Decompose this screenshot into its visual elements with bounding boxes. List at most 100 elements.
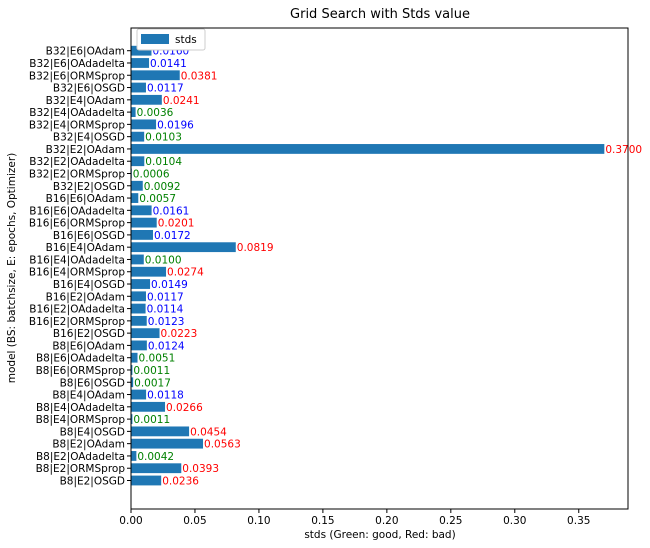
bar — [131, 291, 146, 302]
bar — [131, 303, 146, 314]
y-tick-label: B16|E4|OAdam — [46, 242, 125, 254]
plot-area: 0.01600.01410.03810.01170.02410.00360.01… — [131, 46, 642, 488]
data-label: 0.0057 — [139, 193, 176, 205]
y-tick-label: B16|E6|OAdadelta — [29, 205, 125, 217]
x-tick-label: 0.10 — [247, 515, 270, 527]
y-tick-label: B8|E4|ORMSprop — [36, 414, 126, 426]
legend-label: stds — [175, 34, 197, 46]
data-label: 0.0236 — [162, 476, 199, 488]
bar — [131, 340, 147, 351]
data-label: 0.0100 — [145, 254, 182, 266]
x-tick-label: 0.20 — [375, 515, 398, 527]
x-axis: 0.00 0.05 0.10 0.15 0.20 0.25 0.30 0.35 — [119, 509, 590, 527]
bar — [131, 45, 152, 56]
y-tick-label: B16|E6|OAdam — [46, 193, 125, 205]
data-label: 0.0274 — [167, 267, 204, 279]
y-tick-label: B8|E4|OSGD — [60, 426, 125, 438]
data-label: 0.0196 — [157, 119, 194, 131]
bar — [131, 451, 137, 461]
bar — [131, 389, 147, 400]
data-label: 0.0011 — [133, 414, 170, 426]
x-tick-label: 0.30 — [503, 515, 526, 527]
data-label: 0.0149 — [151, 279, 188, 291]
y-tick-label: B16|E6|OSGD — [53, 230, 125, 242]
data-label: 0.0117 — [147, 291, 184, 303]
bar — [131, 230, 153, 240]
bar — [131, 377, 134, 388]
data-label: 0.0201 — [158, 218, 195, 230]
y-tick-label: B16|E4|ORMSprop — [29, 267, 125, 279]
y-tick-label: B32|E4|OAdadelta — [29, 107, 125, 119]
data-label: 0.0042 — [137, 451, 174, 463]
y-tick-label: B32|E6|OSGD — [53, 83, 125, 95]
bar — [131, 475, 162, 486]
data-label: 0.0819 — [237, 242, 274, 254]
data-label: 0.0241 — [163, 95, 200, 107]
y-tick-label: B16|E2|ORMSprop — [29, 316, 125, 328]
y-tick-label: B32|E4|OSGD — [53, 132, 125, 144]
bar — [131, 107, 136, 117]
y-tick-label: B32|E6|ORMSprop — [29, 70, 125, 82]
y-tick-label: B32|E4|OAdam — [46, 95, 125, 107]
data-label: 0.0036 — [137, 107, 174, 119]
bar — [131, 414, 133, 424]
chart-title: Grid Search with Stds value — [290, 7, 470, 22]
bar — [131, 463, 182, 474]
data-label: 0.0006 — [133, 169, 170, 181]
data-label: 0.0011 — [133, 365, 170, 377]
bar — [131, 58, 150, 68]
y-tick-label: B16|E2|OAdam — [46, 291, 125, 303]
y-tick-label: B16|E2|OSGD — [53, 328, 125, 340]
x-tick-label: 0.15 — [311, 515, 334, 527]
y-tick-label: B32|E2|OSGD — [53, 181, 125, 193]
legend: stds — [136, 28, 206, 51]
data-label: 0.0123 — [148, 316, 185, 328]
bar — [131, 266, 167, 277]
bar — [131, 401, 166, 412]
bar — [131, 365, 133, 375]
data-label: 0.0104 — [145, 156, 182, 168]
y-tick-label: B8|E2|ORMSprop — [36, 463, 126, 475]
x-tick-label: 0.25 — [439, 515, 462, 527]
bar — [131, 131, 145, 142]
y-tick-label: B16|E6|ORMSprop — [29, 218, 125, 230]
x-tick-label: 0.00 — [119, 515, 142, 527]
y-tick-label: B8|E2|OAdam — [52, 439, 125, 451]
bar — [131, 205, 152, 216]
bar — [131, 254, 144, 265]
bar — [131, 94, 162, 105]
bar — [131, 242, 236, 253]
legend-swatch — [141, 34, 169, 44]
data-label: 0.0103 — [145, 132, 182, 144]
data-label: 0.3700 — [605, 144, 642, 156]
y-axis: B32|E6|OAdamB32|E6|OAdadeltaB32|E6|ORMSp… — [29, 46, 131, 488]
plot-frame — [130, 27, 629, 510]
y-tick-label: B32|E2|OAdadelta — [29, 156, 125, 168]
data-label: 0.0161 — [153, 205, 190, 217]
bar — [131, 315, 147, 326]
y-tick-label: B32|E4|ORMSprop — [29, 119, 125, 131]
y-tick-label: B32|E2|ORMSprop — [29, 169, 125, 181]
bar — [131, 82, 146, 93]
y-tick-label: B16|E2|OAdadelta — [29, 304, 125, 316]
y-tick-label: B8|E6|OSGD — [60, 377, 125, 389]
bar — [131, 180, 143, 191]
bar — [131, 328, 160, 339]
y-tick-label: B16|E4|OSGD — [53, 279, 125, 291]
data-label: 0.0017 — [134, 377, 171, 389]
bar — [131, 438, 204, 449]
y-tick-label: B8|E6|OAdam — [52, 340, 125, 352]
data-label: 0.0266 — [166, 402, 203, 414]
y-tick-label: B8|E4|OAdadelta — [36, 402, 125, 414]
x-tick-label: 0.05 — [183, 515, 206, 527]
data-label: 0.0563 — [204, 439, 241, 451]
y-tick-label: B32|E6|OAdam — [46, 46, 125, 58]
bar — [131, 217, 157, 228]
bar — [131, 426, 190, 437]
y-tick-label: B8|E2|OAdadelta — [36, 451, 125, 463]
x-tick-label: 0.35 — [567, 515, 590, 527]
data-label: 0.0223 — [161, 328, 198, 340]
bar — [131, 119, 157, 130]
